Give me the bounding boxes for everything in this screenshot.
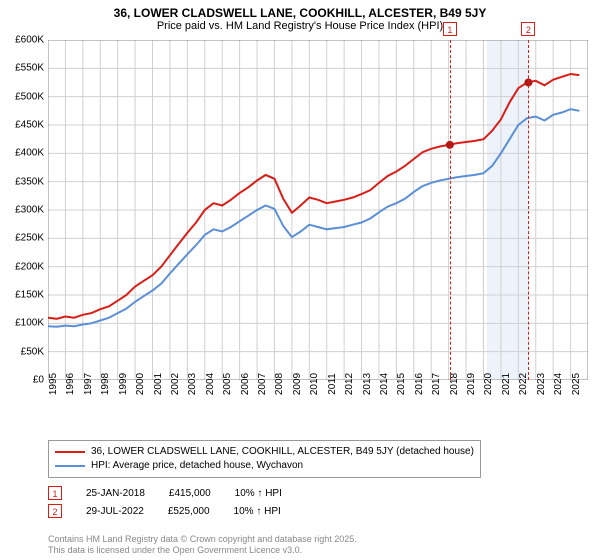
sale-marker-2: 2 [48,504,62,518]
xtick-label: 2007 [257,373,268,395]
xtick-label: 2024 [553,373,564,395]
footer: Contains HM Land Registry data © Crown c… [48,534,357,556]
xtick-label: 2013 [362,373,373,395]
xtick-label: 2021 [501,373,512,395]
xtick-label: 2002 [170,373,181,395]
xtick-label: 2010 [309,373,320,395]
legend: 36, LOWER CLADSWELL LANE, COOKHILL, ALCE… [48,440,578,520]
xtick-label: 2000 [135,373,146,395]
xtick-label: 2015 [396,373,407,395]
sale-marker-line-2 [528,40,529,380]
sales-row-2: 2 29-JUL-2022 £525,000 10% ↑ HPI [48,502,578,520]
sale-diff-2: 10% ↑ HPI [234,506,281,517]
sale-date-2: 29-JUL-2022 [86,506,144,517]
sale-marker-box-1: 1 [443,22,457,36]
xtick-label: 1997 [83,373,94,395]
xtick-label: 2005 [222,373,233,395]
xtick-label: 2004 [205,373,216,395]
chart-title: 36, LOWER CLADSWELL LANE, COOKHILL, ALCE… [0,0,600,20]
xtick-label: 1999 [118,373,129,395]
ytick-label: £100K [15,318,44,329]
xtick-label: 2003 [187,373,198,395]
xtick-label: 1995 [48,373,59,395]
ytick-label: £300K [15,205,44,216]
xtick-label: 2020 [483,373,494,395]
ytick-label: £250K [15,233,44,244]
xtick-label: 1998 [100,373,111,395]
xtick-label: 2009 [292,373,303,395]
ytick-label: £400K [15,148,44,159]
xtick-label: 2012 [344,373,355,395]
sale-date-1: 25-JAN-2018 [86,488,145,499]
sale-price-1: £415,000 [169,488,211,499]
xtick-label: 1996 [65,373,76,395]
legend-label-property: 36, LOWER CLADSWELL LANE, COOKHILL, ALCE… [91,445,474,459]
legend-row-hpi: HPI: Average price, detached house, Wych… [55,459,474,473]
legend-label-hpi: HPI: Average price, detached house, Wych… [91,459,303,473]
ytick-label: £0 [33,375,44,386]
ytick-label: £50K [21,346,44,357]
xtick-label: 2011 [327,373,338,395]
xtick-label: 2017 [431,373,442,395]
sale-marker-1: 1 [48,486,62,500]
xtick-label: 2001 [153,373,164,395]
sale-diff-1: 10% ↑ HPI [235,488,282,499]
legend-line-hpi [55,465,85,467]
chart-container: 36, LOWER CLADSWELL LANE, COOKHILL, ALCE… [0,0,600,560]
xtick-label: 2008 [274,373,285,395]
footer-line-1: Contains HM Land Registry data © Crown c… [48,534,357,545]
xtick-label: 2006 [240,373,251,395]
chart-subtitle: Price paid vs. HM Land Registry's House … [0,20,600,36]
ytick-label: £500K [15,91,44,102]
legend-line-property [55,451,85,453]
chart-svg [48,40,588,380]
xtick-label: 2016 [414,373,425,395]
ytick-label: £450K [15,120,44,131]
sale-marker-box-2: 2 [521,22,535,36]
xtick-label: 2019 [466,373,477,395]
chart-area: £0£50K£100K£150K£200K£250K£300K£350K£400… [48,40,588,410]
footer-line-2: This data is licensed under the Open Gov… [48,545,357,556]
ytick-label: £600K [15,35,44,46]
xtick-label: 2025 [571,373,582,395]
sale-marker-line-1 [450,40,451,380]
legend-box: 36, LOWER CLADSWELL LANE, COOKHILL, ALCE… [48,440,481,478]
ytick-label: £350K [15,176,44,187]
xtick-label: 2014 [379,373,390,395]
xtick-label: 2023 [536,373,547,395]
ytick-label: £150K [15,290,44,301]
ytick-label: £200K [15,261,44,272]
ytick-label: £550K [15,63,44,74]
sales-table: 1 25-JAN-2018 £415,000 10% ↑ HPI 2 29-JU… [48,484,578,520]
sales-row-1: 1 25-JAN-2018 £415,000 10% ↑ HPI [48,484,578,502]
sale-price-2: £525,000 [168,506,210,517]
legend-row-property: 36, LOWER CLADSWELL LANE, COOKHILL, ALCE… [55,445,474,459]
